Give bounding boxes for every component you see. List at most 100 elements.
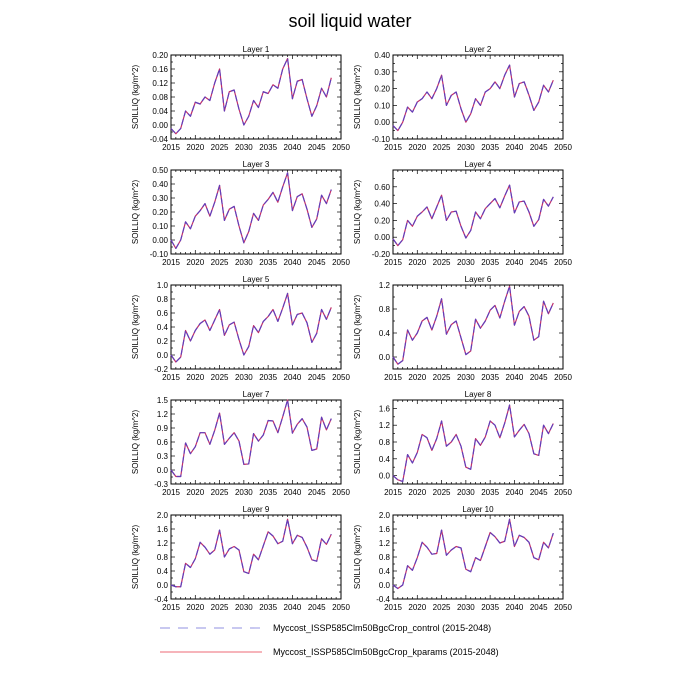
- panel-layer-5: Layer 5 2015 2020 2025 2030 2035 2040 2045 2050 -…: [131, 275, 350, 382]
- panel-title: Layer 4: [465, 160, 492, 169]
- x-tick-label: 2015: [162, 258, 180, 267]
- series-line-control: [392, 184, 554, 247]
- y-tick-label: 1.2: [379, 539, 391, 548]
- y-tick-label: 0.0: [379, 353, 391, 362]
- y-axis-label: SOILLIQ (kg/m^2): [353, 180, 362, 245]
- y-tick-label: 0.0: [157, 351, 169, 360]
- x-tick-label: 2035: [259, 488, 277, 497]
- series-line-control: [392, 285, 554, 365]
- x-tick-label: 2025: [433, 143, 451, 152]
- y-axis-label: SOILLIQ (kg/m^2): [131, 410, 140, 475]
- y-tick-label: 0.40: [374, 200, 390, 209]
- panel-title: Layer 3: [243, 160, 270, 169]
- y-tick-label: 0.4: [157, 567, 169, 576]
- x-tick-label: 2030: [235, 143, 253, 152]
- x-tick-label: 2045: [308, 603, 326, 612]
- y-tick-label: 0.4: [157, 323, 169, 332]
- x-tick-label: 2050: [554, 488, 572, 497]
- x-tick-label: 2050: [554, 258, 572, 267]
- y-tick-label: 0.20: [152, 208, 168, 217]
- y-axis-label: SOILLIQ (kg/m^2): [353, 525, 362, 590]
- x-tick-label: 2030: [457, 258, 475, 267]
- y-axis-label: SOILLIQ (kg/m^2): [131, 295, 140, 360]
- y-tick-label: 0.10: [374, 101, 390, 110]
- panel-title: Layer 9: [243, 505, 270, 514]
- y-tick-label: 2.0: [157, 511, 169, 520]
- y-tick-label: -0.10: [372, 135, 391, 144]
- x-tick-label: 2045: [530, 488, 548, 497]
- x-tick-label: 2035: [481, 488, 499, 497]
- y-tick-label: 0.8: [379, 553, 391, 562]
- x-tick-label: 2015: [162, 603, 180, 612]
- y-tick-label: -0.4: [154, 595, 168, 604]
- y-tick-label: 0.10: [152, 222, 168, 231]
- y-tick-label: -0.04: [150, 135, 169, 144]
- x-tick-label: 2050: [554, 603, 572, 612]
- y-tick-label: 0.8: [379, 305, 391, 314]
- panel-title: Layer 10: [462, 505, 494, 514]
- y-tick-label: -0.3: [154, 480, 168, 489]
- y-tick-label: 0.60: [374, 183, 390, 192]
- x-tick-label: 2030: [235, 603, 253, 612]
- series-line-control: [392, 518, 554, 590]
- x-tick-label: 2025: [211, 258, 229, 267]
- legend-label-kparams: Myccost_ISSP585Clm50BgcCrop_kparams (201…: [273, 647, 499, 657]
- y-tick-label: -0.20: [372, 250, 391, 259]
- panel-layer-1: Layer 1 2015 2020 2025 2030 2035 2040 2045 2050 -…: [131, 45, 350, 152]
- x-tick-label: 2030: [235, 488, 253, 497]
- x-tick-label: 2040: [506, 603, 524, 612]
- y-tick-label: 0.9: [157, 424, 169, 433]
- y-tick-label: 1.6: [157, 525, 169, 534]
- series-line-control: [170, 172, 332, 249]
- panel-layer-7: Layer 7 2015 2020 2025 2030 2035 2040 2045 2050 -…: [131, 390, 350, 497]
- y-tick-label: 1.2: [379, 281, 391, 290]
- y-axis-label: SOILLIQ (kg/m^2): [131, 180, 140, 245]
- y-tick-label: 0.4: [379, 567, 391, 576]
- y-tick-label: 0.0: [379, 581, 391, 590]
- y-tick-label: 0.16: [152, 65, 168, 74]
- panel-title: Layer 5: [243, 275, 270, 284]
- x-tick-label: 2045: [308, 143, 326, 152]
- x-tick-label: 2025: [211, 488, 229, 497]
- y-tick-label: 0.8: [157, 295, 169, 304]
- y-tick-label: 1.6: [379, 404, 391, 413]
- x-tick-label: 2040: [284, 488, 302, 497]
- plot-frame: [392, 284, 564, 370]
- x-tick-label: 2035: [259, 143, 277, 152]
- y-tick-label: 0.6: [157, 438, 169, 447]
- x-tick-label: 2045: [308, 258, 326, 267]
- x-tick-label: 2020: [408, 488, 426, 497]
- series-line-control: [170, 292, 332, 363]
- y-axis-label: SOILLIQ (kg/m^2): [353, 65, 362, 130]
- x-tick-label: 2020: [408, 373, 426, 382]
- y-tick-label: 0.00: [152, 236, 168, 245]
- y-axis-label: SOILLIQ (kg/m^2): [131, 525, 140, 590]
- y-tick-label: 0.0: [379, 472, 391, 481]
- panel-layer-8: Layer 8 2015 2020 2025 2030 2035 2040 2045 2050 0…: [353, 390, 572, 497]
- x-tick-label: 2020: [186, 488, 204, 497]
- x-tick-label: 2020: [408, 143, 426, 152]
- x-tick-label: 2030: [235, 258, 253, 267]
- y-tick-label: 0.0: [157, 581, 169, 590]
- x-tick-label: 2045: [530, 373, 548, 382]
- x-tick-label: 2045: [530, 143, 548, 152]
- x-tick-label: 2015: [384, 258, 402, 267]
- series-line-control: [170, 57, 332, 135]
- legend: Myccost_ISSP585Clm50BgcCrop_control (201…: [160, 623, 499, 657]
- y-tick-label: -0.10: [150, 250, 169, 259]
- y-tick-label: -0.2: [154, 365, 168, 374]
- x-tick-label: 2050: [332, 488, 350, 497]
- x-tick-label: 2040: [506, 258, 524, 267]
- series-line-control: [392, 404, 554, 483]
- x-tick-label: 2040: [506, 373, 524, 382]
- y-tick-label: 0.4: [379, 329, 391, 338]
- y-tick-label: 0.12: [152, 79, 168, 88]
- x-tick-label: 2030: [235, 373, 253, 382]
- y-tick-label: 0.00: [152, 121, 168, 130]
- panel-title: Layer 7: [243, 390, 270, 399]
- y-tick-label: 1.0: [157, 281, 169, 290]
- x-tick-label: 2035: [481, 603, 499, 612]
- y-tick-label: 0.50: [152, 166, 168, 175]
- x-tick-label: 2035: [481, 143, 499, 152]
- x-tick-label: 2020: [186, 258, 204, 267]
